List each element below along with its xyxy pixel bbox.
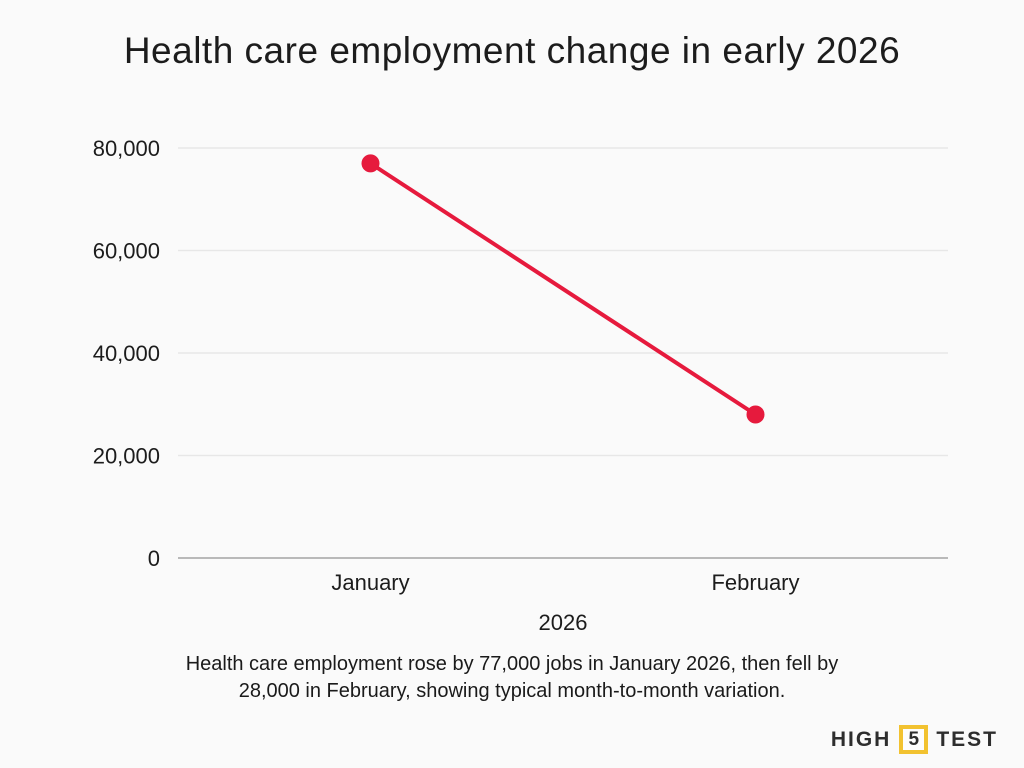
data-point [361, 154, 380, 173]
logo-word-test: TEST [936, 727, 998, 751]
data-point [746, 405, 765, 424]
page-title: Health care employment change in early 2… [123, 30, 901, 71]
y-tick-label: 40,000 [93, 341, 160, 366]
x-tick-label: January [331, 570, 409, 595]
y-tick-label: 80,000 [93, 136, 160, 161]
data-line [368, 161, 758, 417]
logo-five-box: 5 [899, 725, 929, 754]
logo-word-high: HIGH [830, 727, 892, 751]
logo-five: 5 [908, 728, 920, 750]
x-tick-label: February [711, 570, 799, 595]
y-tick-label: 20,000 [93, 444, 160, 469]
caption-line-1: Health care employment rose by 77,000 jo… [185, 653, 839, 675]
chart-caption: Health care employment rose by 77,000 jo… [0, 651, 1024, 705]
x-axis-title: 2026 [539, 610, 588, 635]
y-tick-label: 0 [148, 546, 160, 571]
caption-line-2: 28,000 in February, showing typical mont… [238, 680, 786, 702]
y-tick-label: 60,000 [93, 239, 160, 264]
brand-logo: HIGH 5 TEST [831, 725, 998, 754]
